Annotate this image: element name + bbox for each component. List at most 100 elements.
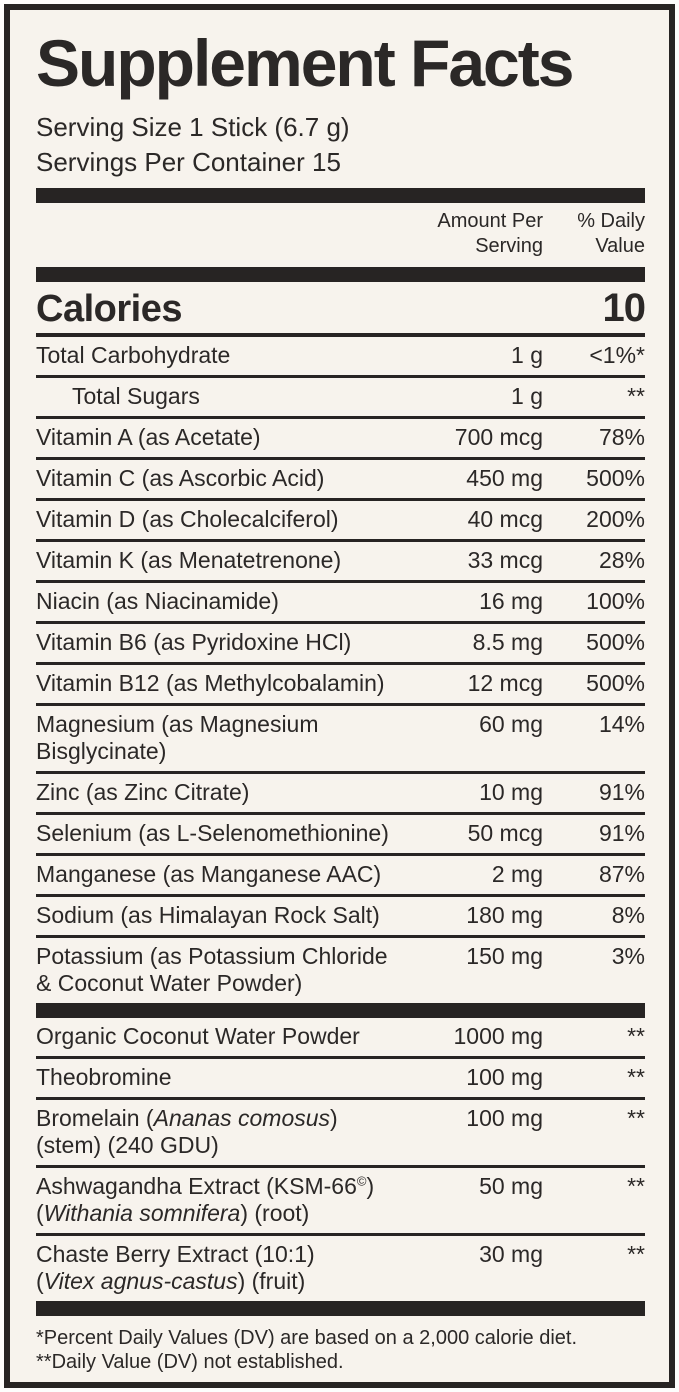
nutrient-name-segment: & Coconut Water Powder) [36,970,303,996]
row-separator [36,662,645,665]
nutrient-name: Manganese (as Manganese AAC) [36,861,393,888]
nutrient-row: Vitamin D (as Cholecalciferol) 40 mcg 200% [36,501,645,539]
nutrient-amount: 10 mg [479,779,543,805]
column-header-amount-line2: Serving [475,235,543,257]
nutrient-name-line: Ashwagandha Extract (KSM-66©) [36,1173,393,1200]
nutrient-daily-value: 3% [611,943,645,969]
footnotes: *Percent Daily Values (DV) are based on … [36,1316,645,1374]
nutrient-row: Chaste Berry Extract (10:1) (Vitex agnus-… [36,1236,645,1301]
nutrient-name-segment: Potassium (as Potassium Chloride [36,943,388,969]
supplement-facts-label: Supplement Facts Serving Size 1 Stick (6… [4,4,675,1388]
nutrient-name-segment: Magnesium (as Magnesium [36,711,319,737]
nutrient-daily-value: ** [627,1241,645,1267]
nutrient-name-line: Vitamin K (as Menatetrenone) [36,547,393,574]
column-header-dv-line2: Value [595,235,645,257]
nutrient-name-line: Manganese (as Manganese AAC) [36,861,393,888]
nutrient-amount: 450 mg [466,465,543,491]
nutrient-name-line: Vitamin B12 (as Methylcobalamin) [36,670,393,697]
row-separator [36,894,645,897]
nutrient-name-segment: Sodium (as Himalayan Rock Salt) [36,902,380,928]
row-separator [36,771,645,774]
nutrient-name-line: Potassium (as Potassium Chloride [36,943,393,970]
nutrient-name-line: Magnesium (as Magnesium [36,711,393,738]
row-separator [36,1097,645,1100]
nutrient-row: Manganese (as Manganese AAC) 2 mg 87% [36,856,645,894]
nutrient-row: Bromelain (Ananas comosus) (stem) (240 GD… [36,1100,645,1165]
nutrient-name-segment: ) [366,1173,375,1199]
nutrient-amount: 33 mcg [467,547,543,573]
nutrient-row: Vitamin B6 (as Pyridoxine HCl) 8.5 mg 500% [36,624,645,662]
nutrient-daily-value: 78% [598,424,645,450]
nutrient-amount: 100 mg [466,1105,543,1131]
nutrient-name-segment: Niacin (as Niacinamide) [36,588,279,614]
row-separator [36,416,645,419]
nutrient-name: Organic Coconut Water Powder [36,1023,393,1050]
nutrient-daily-value: ** [627,1105,645,1131]
row-separator [36,1233,645,1236]
nutrient-row: Niacin (as Niacinamide) 16 mg 100% [36,583,645,621]
nutrient-amount: 100 mg [466,1064,543,1090]
serving-size-text: Serving Size 1 Stick (6.7 g) [36,112,350,142]
nutrient-name: Total Carbohydrate [36,342,393,369]
nutrient-name: Zinc (as Zinc Citrate) [36,779,393,806]
nutrient-daily-value: 91% [598,820,645,846]
nutrient-name-line: Vitamin B6 (as Pyridoxine HCl) [36,629,393,656]
nutrient-amount: 150 mg [466,943,543,969]
nutrient-name: Theobromine [36,1064,393,1091]
row-separator [36,498,645,501]
nutrient-daily-value: 500% [586,629,645,655]
nutrient-name: Vitamin B12 (as Methylcobalamin) [36,670,393,697]
row-separator [36,539,645,542]
footnote-percent-daily-values: *Percent Daily Values (DV) are based on … [36,1327,578,1349]
nutrient-name: Vitamin K (as Menatetrenone) [36,547,393,574]
nutrient-row: Organic Coconut Water Powder 1000 mg ** [36,1018,645,1056]
label-title: Supplement Facts [36,26,574,100]
nutrient-name-line: Bisglycinate) [36,738,393,765]
nutrient-amount: 30 mg [479,1241,543,1267]
column-header-dv-line1: % Daily [577,210,645,232]
nutrient-name: Chaste Berry Extract (10:1) (Vitex agnus-… [36,1241,393,1295]
nutrient-name-line: Total Carbohydrate [36,342,393,369]
nutrient-name-segment: ) (fruit) [237,1268,306,1294]
nutrient-name-line: Theobromine [36,1064,393,1091]
nutrient-amount: 16 mg [479,588,543,614]
nutrient-daily-value: ** [627,1173,645,1199]
row-separator [36,580,645,583]
nutrient-name: Bromelain (Ananas comosus) (stem) (240 GD… [36,1105,393,1159]
nutrient-name-segment: Bisglycinate) [36,738,167,764]
nutrient-row: Vitamin B12 (as Methylcobalamin) 12 mcg 50… [36,665,645,703]
nutrient-amount: 50 mg [479,1173,543,1199]
nutrient-row: Total Carbohydrate 1 g <1%* [36,337,645,375]
column-headers: Amount Per Serving % Daily Value [36,203,645,267]
nutrient-amount: 700 mcg [454,424,543,450]
section-divider-bar [36,1003,645,1018]
nutrient-daily-value: 500% [586,465,645,491]
nutrient-daily-value: 200% [586,506,645,532]
nutrient-name-segment: Ananas comosus [153,1105,331,1131]
nutrient-daily-value: 28% [598,547,645,573]
nutrient-name-line: Vitamin C (as Ascorbic Acid) [36,465,393,492]
nutrient-daily-value: 100% [586,588,645,614]
nutrient-name: Magnesium (as Magnesium Bisglycinate) [36,711,393,765]
nutrient-amount: 8.5 mg [472,629,543,655]
nutrient-row: Zinc (as Zinc Citrate) 10 mg 91% [36,774,645,812]
nutrient-name-line: Total Sugars [72,383,393,410]
nutrient-name: Niacin (as Niacinamide) [36,588,393,615]
row-separator [36,935,645,938]
nutrient-amount: 180 mg [466,902,543,928]
nutrient-name-segment: Vitamin C (as Ascorbic Acid) [36,465,325,491]
nutrient-rows: Total Carbohydrate 1 g <1%* Total Sugars 1 g… [36,337,645,1316]
nutrient-name: Vitamin C (as Ascorbic Acid) [36,465,393,492]
section-divider-bar-header [36,267,645,282]
nutrient-daily-value: 8% [611,902,645,928]
section-divider-bar-top [36,188,645,203]
row-separator [36,621,645,624]
nutrient-row: Ashwagandha Extract (KSM-66©) (Withania s… [36,1168,645,1233]
row-separator [36,703,645,706]
nutrient-name-segment: Vitex agnus-castus [43,1268,238,1294]
nutrient-name-line: Sodium (as Himalayan Rock Salt) [36,902,393,929]
calories-value: 10 [602,286,646,330]
nutrient-amount: 2 mg [491,861,543,887]
nutrient-row: Sodium (as Himalayan Rock Salt) 180 mg 8% [36,897,645,935]
nutrient-amount: 1 g [511,342,543,368]
